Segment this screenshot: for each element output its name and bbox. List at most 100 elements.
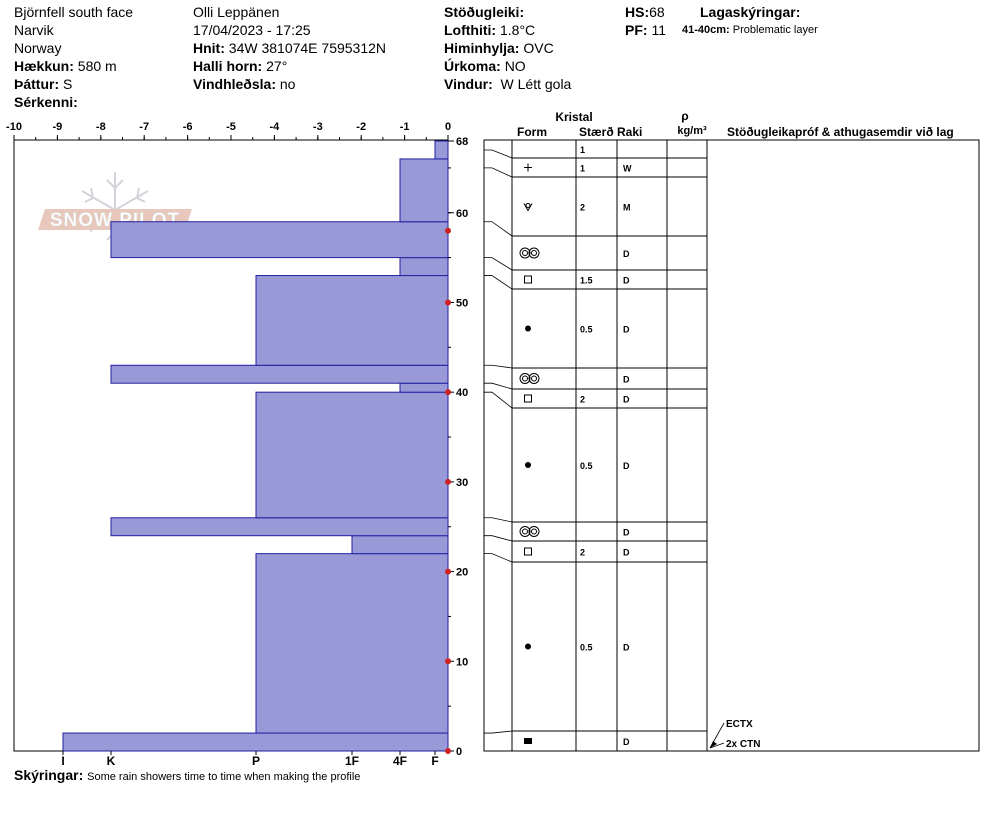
elevation-value: 580 m <box>77 58 117 74</box>
layer-size: 2 <box>580 548 585 558</box>
layer-moisture: D <box>623 375 630 385</box>
temp-tick-label: -9 <box>53 121 63 133</box>
plus-crystal-icon <box>524 163 532 172</box>
hardness-bar <box>351 535 449 555</box>
wind-label: Vindur: <box>444 76 493 92</box>
coords-value: 34W 381074E 7595312N <box>228 40 387 56</box>
temperature-axis: -10 -9 -8 -7 -6 -5 -4 -3 -2 -1 0 <box>6 121 451 140</box>
temperature-point <box>445 568 451 575</box>
pf-row: PF: 11 <box>625 22 666 38</box>
layer-moisture: D <box>623 249 630 259</box>
location-name: Björnfell south face <box>14 4 134 20</box>
hardness-bar <box>434 140 449 160</box>
pf-value: 11 <box>651 22 666 38</box>
decomposing-crystal-icon <box>523 203 533 212</box>
layer-size: 0.5 <box>580 325 593 335</box>
layer-connector <box>484 517 513 523</box>
dot-crystal-icon <box>525 325 531 332</box>
wind-loading-value: no <box>279 76 296 92</box>
comments-label: Skýringar: <box>14 767 84 783</box>
height-tick-label: 0 <box>456 746 462 758</box>
hs-value: 68 <box>649 4 665 20</box>
temp-tick-label: -6 <box>183 121 193 133</box>
temperature-point <box>445 227 451 234</box>
temp-tick-label: -1 <box>400 121 410 133</box>
air-temp-label: Lofthiti: <box>444 22 497 38</box>
height-tick-label: 68 <box>456 136 468 148</box>
temperature-point <box>445 389 451 396</box>
stability-label: Stöðugleiki: <box>444 4 525 20</box>
melt-crystal-icon <box>519 247 540 259</box>
sky-label: Himinhylja: <box>444 40 520 56</box>
sky-row: Himinhylja: OVC <box>444 40 554 56</box>
temperature-point <box>445 299 451 306</box>
temp-tick-label: -10 <box>6 121 22 133</box>
layer-size: 1 <box>580 145 585 155</box>
layer-moisture: D <box>623 737 630 747</box>
test-leader-line <box>709 742 725 749</box>
slope-row: Halli horn: 27° <box>193 58 287 74</box>
layer-connector <box>484 730 513 734</box>
hardness-tick-label: 4F <box>393 754 407 768</box>
hardness-bar <box>255 391 449 519</box>
hardness-tick-label: K <box>107 754 116 768</box>
wind-loading-label: Vindhleðsla: <box>193 76 276 92</box>
dot-crystal-icon <box>525 643 531 650</box>
layer-size: 2 <box>580 203 585 213</box>
layer-connector <box>484 382 513 390</box>
hs-row: HS:68 <box>625 4 665 20</box>
comments-text: Some rain showers time to time when maki… <box>87 771 361 783</box>
observation-datetime: 17/04/2023 - 17:25 <box>193 22 311 38</box>
features-label: Sérkenni: <box>14 94 78 110</box>
temp-tick-label: -7 <box>139 121 149 133</box>
layer-connector <box>484 391 513 409</box>
layer-size: 0.5 <box>580 643 593 653</box>
elevation-label: Hækkun: <box>14 58 74 74</box>
layer-connector <box>484 364 513 369</box>
height-tick-label: 30 <box>456 477 468 489</box>
ice-crystal-icon <box>524 738 532 744</box>
layer-table: Kristal Form Stærð Raki ρ kg/m³ Stöðugle… <box>483 109 980 752</box>
temperature-point <box>445 658 451 665</box>
height-tick-label: 60 <box>456 208 468 220</box>
density-header-unit: kg/m³ <box>677 125 707 137</box>
layer-moisture: M <box>623 203 631 213</box>
square-crystal-icon <box>524 394 532 403</box>
layer-size: 0.5 <box>580 461 593 471</box>
hardness-bars <box>62 140 449 752</box>
coords-row: Hnit: 34W 381074E 7595312N <box>193 40 386 56</box>
temp-tick-label: -4 <box>270 121 281 133</box>
air-temp-row: Lofthiti: 1.8°C <box>444 22 535 38</box>
layer-note-range: 41-40cm: <box>682 24 730 36</box>
crystal-header: Kristal <box>555 110 592 124</box>
moisture-header: Raki <box>617 125 642 139</box>
temperature-point <box>445 478 451 485</box>
comments-row: Skýringar: Some rain showers time to tim… <box>14 767 360 783</box>
aspect-row: Þáttur: S <box>14 76 72 92</box>
hardness-bar <box>62 732 449 752</box>
sky-value: OVC <box>523 40 554 56</box>
hardness-bar <box>399 382 449 393</box>
stability-test-label: 2x CTN <box>726 739 760 750</box>
layer-size: 1.5 <box>580 276 593 286</box>
temp-tick-label: -8 <box>96 121 106 133</box>
temp-tick-label: -5 <box>226 121 236 133</box>
slope-label: Halli horn: <box>193 58 263 74</box>
precip-label: Úrkoma: <box>444 58 501 74</box>
stability-tests: ECTX 2x CTN <box>709 719 760 750</box>
layer-connector <box>484 257 513 271</box>
height-tick-label: 50 <box>456 297 468 309</box>
layer-connector <box>484 275 513 290</box>
hardness-axis: I K P 1F 4F F <box>61 751 439 768</box>
layer-moisture: D <box>623 395 630 405</box>
height-tick-label: 40 <box>456 387 468 399</box>
square-crystal-icon <box>524 275 532 284</box>
temp-tick-label: 0 <box>445 121 451 133</box>
height-axis: 0 10 20 30 40 50 60 68 <box>448 136 468 758</box>
hardness-bar <box>255 275 449 366</box>
layer-connector <box>484 221 513 237</box>
precip-row: Úrkoma: NO <box>444 58 526 74</box>
layer-table-frame <box>483 139 980 752</box>
layer-moisture: D <box>623 461 630 471</box>
layer-note: 41-40cm: Problematic layer <box>682 24 818 36</box>
